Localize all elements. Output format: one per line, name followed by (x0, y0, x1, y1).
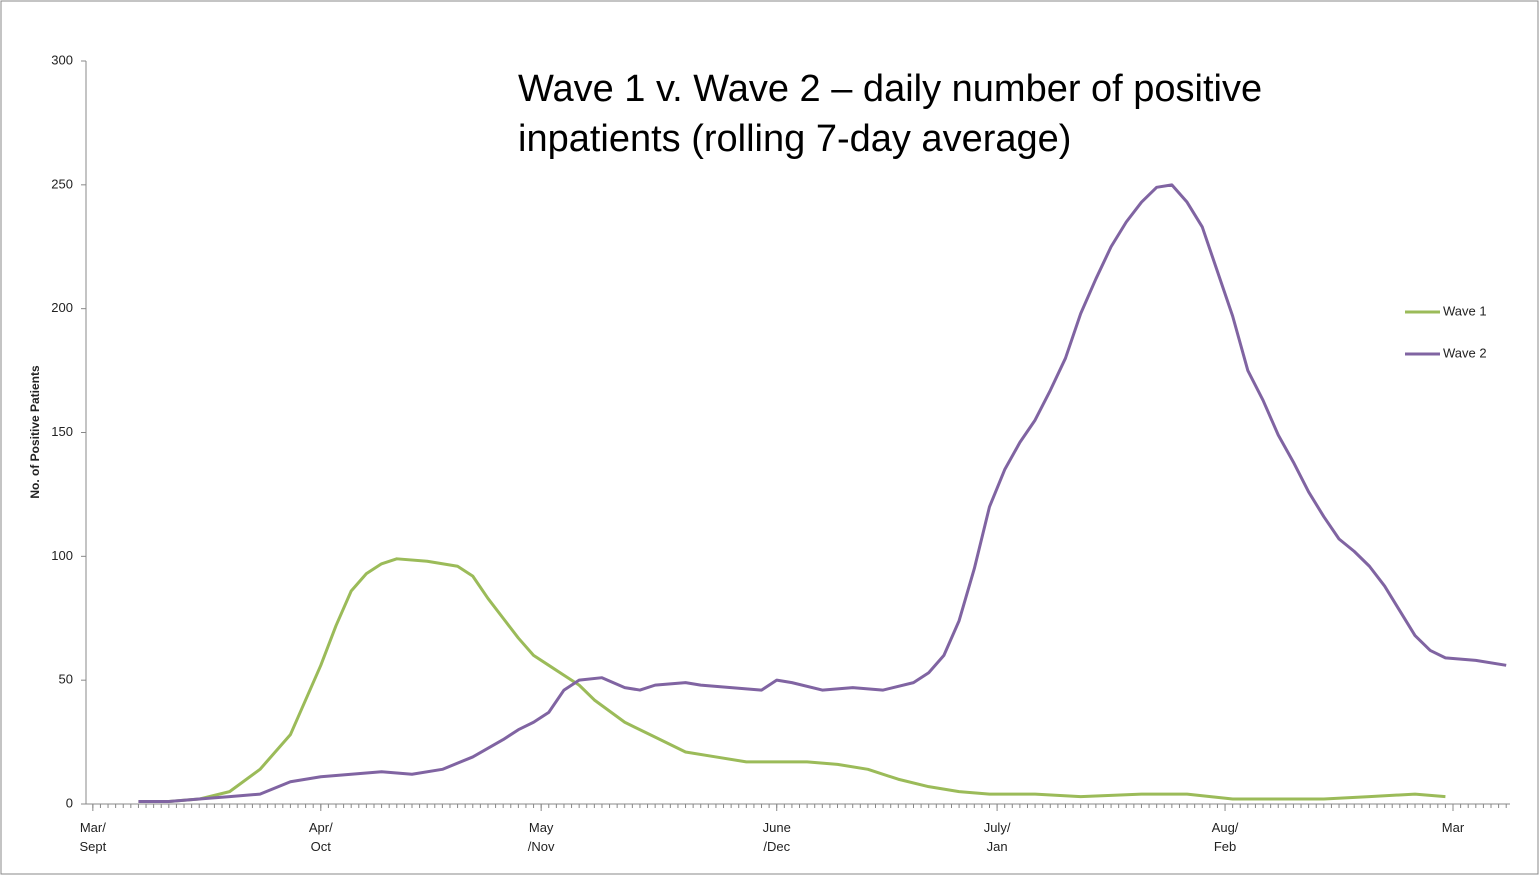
y-tick-label: 150 (51, 424, 73, 439)
x-tick-label: July/ Jan (983, 820, 1011, 854)
y-tick-label: 100 (51, 548, 73, 563)
x-tick-label: June /Dec (762, 820, 791, 854)
x-tick-label: Mar (1441, 820, 1465, 835)
y-tick-label: 50 (59, 672, 73, 687)
x-tick-label: May /Nov (527, 820, 555, 854)
y-axis-label: No. of Positive Patients (28, 365, 42, 499)
legend-label: Wave 1 (1443, 303, 1487, 318)
line-series (138, 183, 1507, 804)
line-series (138, 557, 1446, 804)
x-tick-label: Mar/ Sept (79, 820, 107, 854)
y-tick-label: 0 (66, 795, 73, 810)
y-tick-label: 300 (51, 52, 73, 67)
y-tick-label: 250 (51, 176, 73, 191)
chart-title: Wave 1 v. Wave 2 – daily number of posit… (518, 68, 1263, 160)
x-tick-label: Aug/ Feb (1211, 820, 1239, 854)
x-tick-label: Apr/ Oct (308, 820, 333, 854)
y-tick-label: 200 (51, 300, 73, 315)
legend-label: Wave 2 (1443, 345, 1487, 360)
